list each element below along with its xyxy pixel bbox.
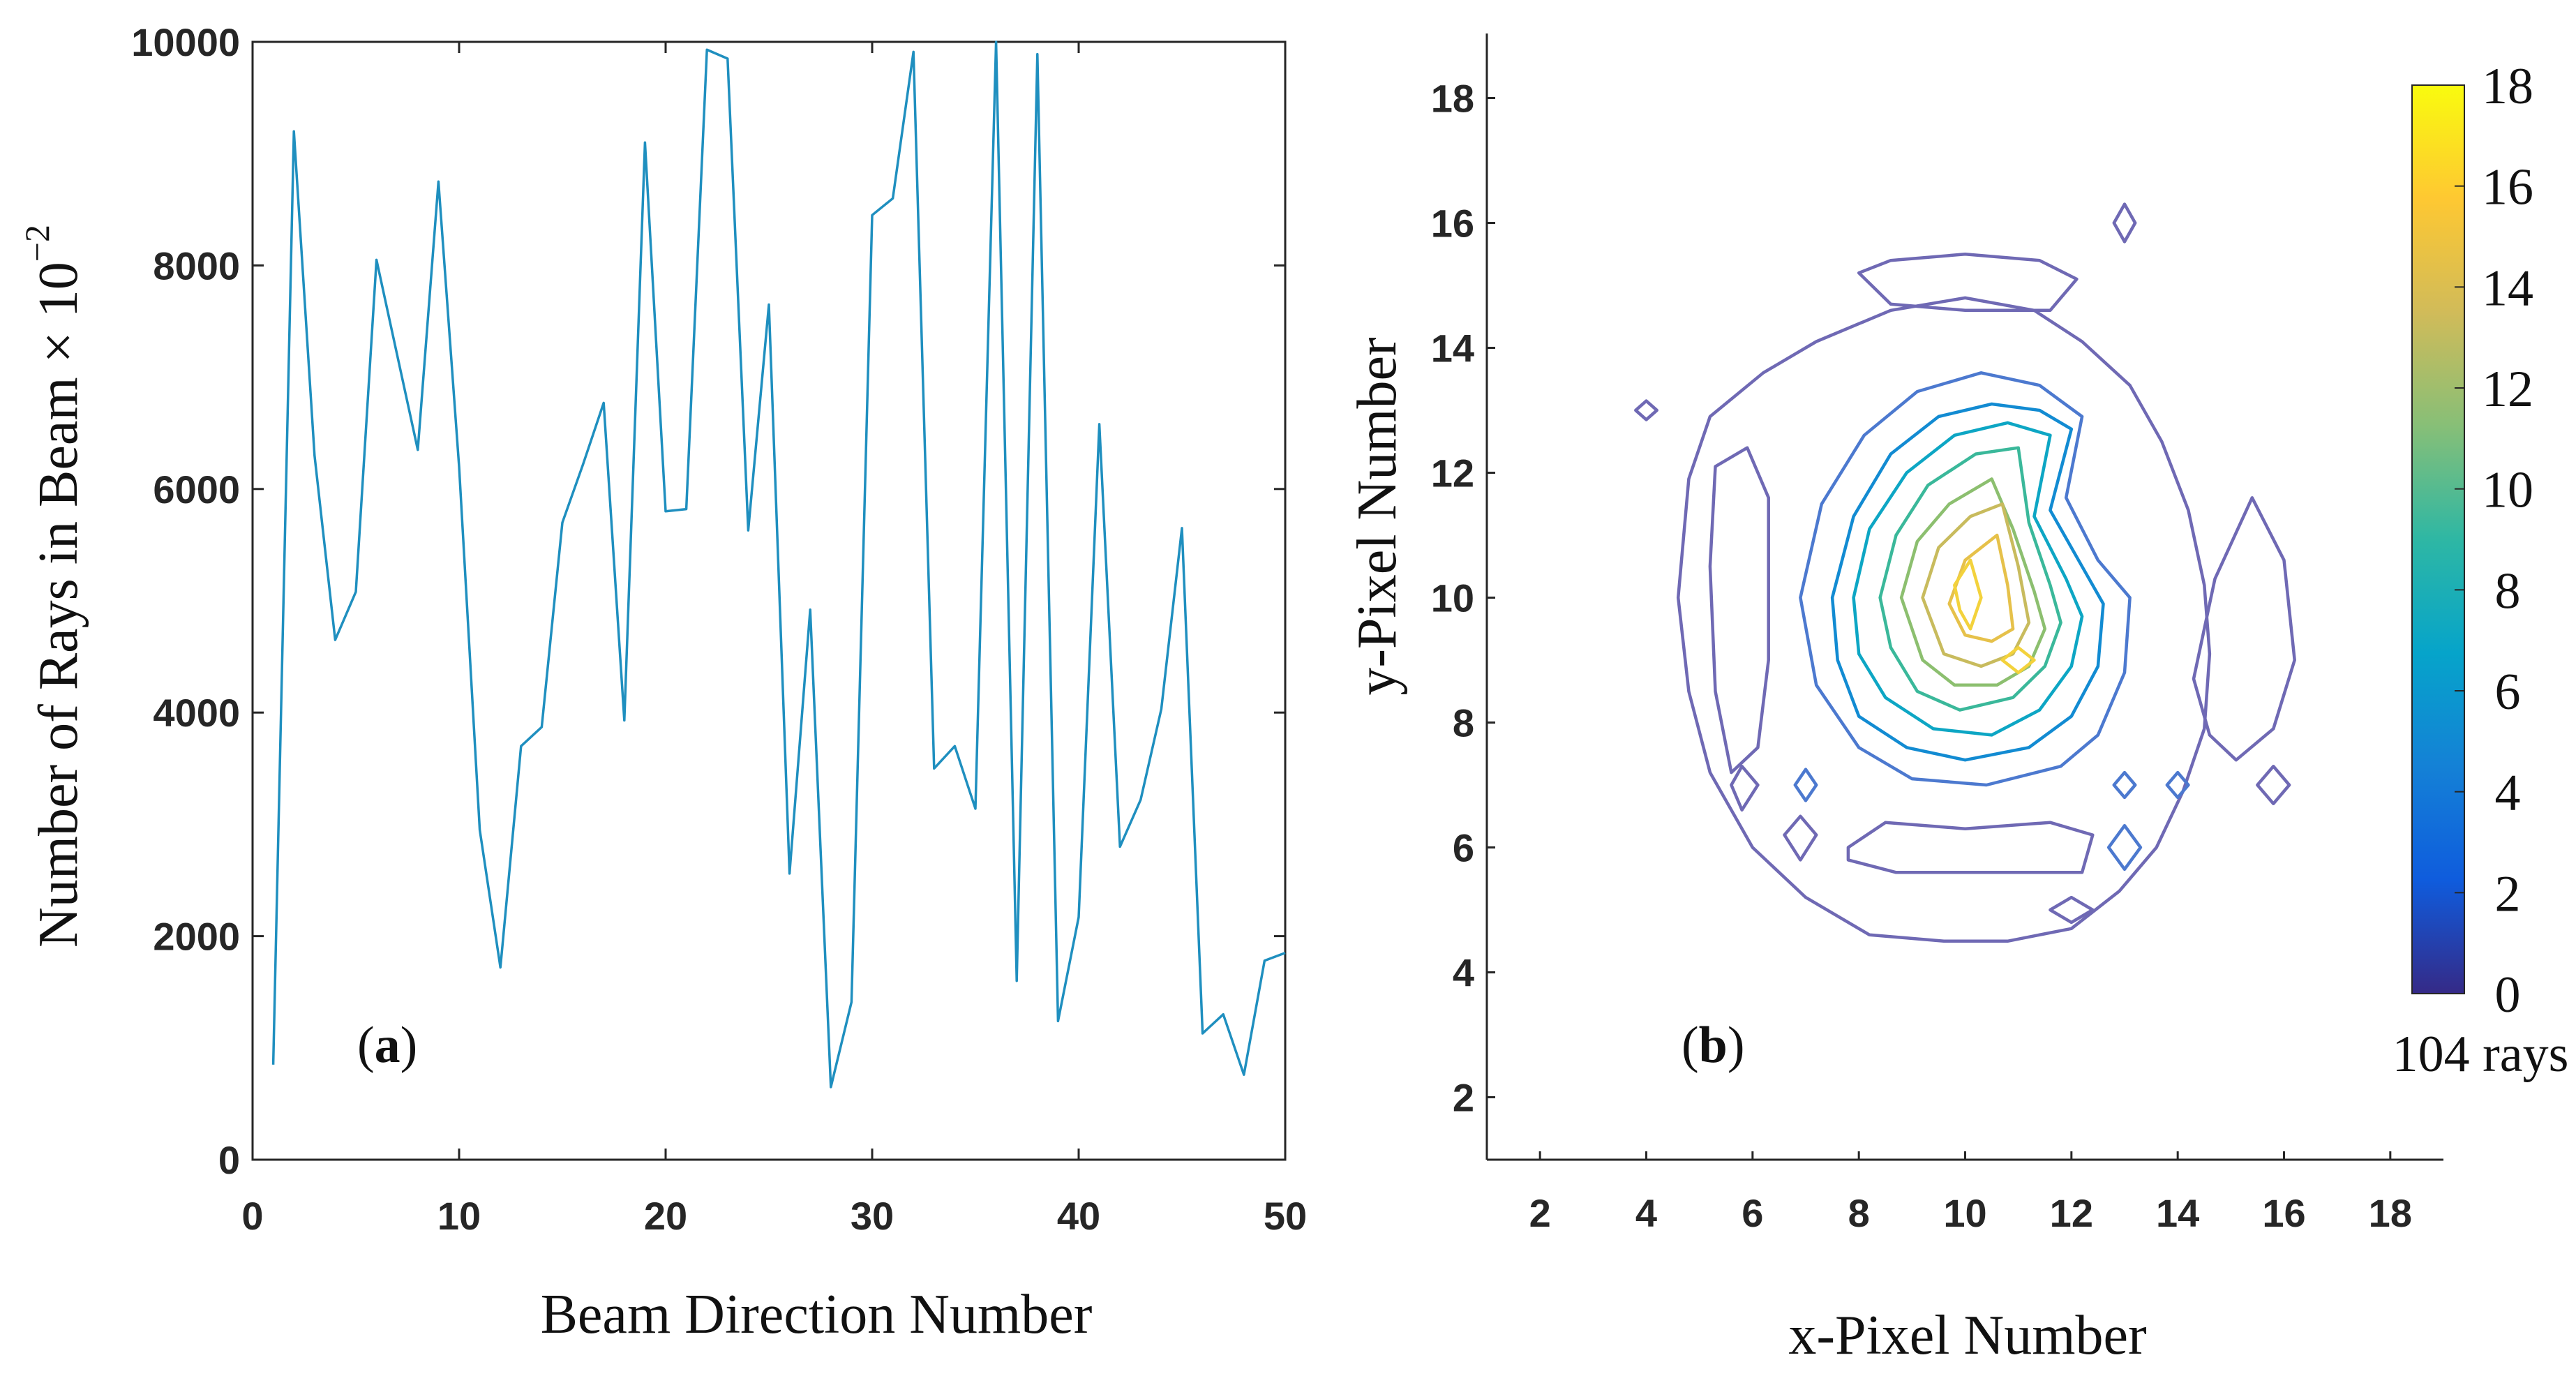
panel-a-y-tick-label: 8000 <box>153 244 240 287</box>
panel-b-x-tick-label: 8 <box>1848 1191 1870 1235</box>
panel-a-y-axis-title-base: Number of Rays in Beam × 10 <box>28 262 89 948</box>
panel-b-contour-lines <box>1635 204 2294 941</box>
panel-a-y-axis-title: Number of Rays in Beam × 10−2 <box>17 225 89 948</box>
panel-a-y-tick-label: 4000 <box>153 691 240 735</box>
panel-a-label-open: ( <box>357 1017 375 1074</box>
panel-b-x-axis-title: x-Pixel Number <box>1788 1305 2146 1366</box>
colorbar-tick-label: 6 <box>2495 664 2521 721</box>
panel-a-x-tick-label: 50 <box>1264 1194 1307 1238</box>
panel-a-line-chart: 0 10 20 30 40 50 0 2000 4000 6000 8000 10000 Beam … <box>17 20 1307 1345</box>
contour-line-level-17 <box>2002 648 2035 673</box>
panel-a-label-letter: a <box>375 1017 400 1074</box>
panel-a-y-axis-title-exponent: −2 <box>17 225 57 262</box>
contour-line-level-1 <box>1785 816 1817 860</box>
colorbar-tick-label: 18 <box>2482 58 2533 115</box>
panel-a-x-tick-label: 0 <box>241 1194 263 1238</box>
panel-b-y-tick-label: 12 <box>1431 451 1474 495</box>
colorbar-tick-label: 14 <box>2482 260 2533 317</box>
colorbar-tick-labels: 0 2 4 6 8 10 12 14 16 18 <box>2482 58 2533 1024</box>
panel-b-x-tick-label: 2 <box>1529 1191 1551 1235</box>
panel-b-x-tick-label: 10 <box>1943 1191 1986 1235</box>
panel-a-plot-area <box>253 42 1285 1160</box>
panel-b-x-tick-label: 12 <box>2050 1191 2093 1235</box>
panel-a-y-tick-label: 2000 <box>153 915 240 959</box>
contour-line-level-3 <box>2114 772 2135 798</box>
contour-line-level-17 <box>1954 560 1981 629</box>
contour-line-level-1 <box>1731 766 1758 810</box>
figure: 0 10 20 30 40 50 0200040006000800010000 Beam … <box>0 0 2576 1376</box>
colorbar-tick-label: 4 <box>2495 765 2521 822</box>
contour-line-level-1 <box>1859 254 2076 311</box>
contour-line-level-1 <box>1710 448 1769 772</box>
panel-b-label-letter: b <box>1699 1017 1728 1074</box>
panel-b-x-tick-label: 14 <box>2156 1191 2199 1235</box>
panel-b-label-close: ) <box>1728 1017 1745 1074</box>
panel-a-y-tick-label: 10000 <box>131 20 240 64</box>
colorbar-unit-label: 104 rays <box>2392 1026 2569 1083</box>
contour-line-level-3 <box>1795 770 1816 801</box>
contour-line-level-1 <box>2114 204 2135 242</box>
panel-b-y-tick-labels: 2 4 6 8 10 12 14 16 18 <box>1431 77 1474 1120</box>
panel-b-y-tick-label: 10 <box>1431 576 1474 620</box>
contour-line-level-1 <box>1678 298 2210 941</box>
panel-b-label: (b) <box>1682 1017 1744 1074</box>
panel-a-x-axis-title: Beam Direction Number <box>541 1284 1093 1345</box>
panel-b-y-tick-label: 8 <box>1453 701 1474 745</box>
contour-line-level-11 <box>1901 479 2045 685</box>
panel-a-x-tick-label: 10 <box>437 1194 481 1238</box>
panel-a-x-tick-labels: 0 10 20 30 40 50 <box>241 1194 1307 1238</box>
contour-line-level-15 <box>1949 535 2013 641</box>
panel-b-y-tick-label: 18 <box>1431 77 1474 121</box>
contour-line-level-3 <box>1800 373 2129 785</box>
contour-line-level-1 <box>1848 823 2092 873</box>
colorbar-tick-label: 16 <box>2482 159 2533 216</box>
panel-b-x-tick-label: 18 <box>2369 1191 2412 1235</box>
colorbar-tick-label: 10 <box>2482 462 2533 519</box>
colorbar-tick-label: 12 <box>2482 361 2533 418</box>
colorbar-tick-label: 2 <box>2495 865 2521 922</box>
panel-b-y-tick-label: 6 <box>1453 826 1474 870</box>
panel-b-y-tick-label: 2 <box>1453 1076 1474 1120</box>
contour-line-level-1 <box>1635 401 1656 420</box>
contour-line-level-3 <box>2109 825 2141 869</box>
colorbar-tick-label: 0 <box>2495 966 2521 1024</box>
panel-a-label: (a) <box>357 1017 417 1074</box>
panel-b-y-tick-label: 4 <box>1453 951 1474 995</box>
panel-b-y-axis-title: y-Pixel Number <box>1347 337 1408 695</box>
panel-a-y-tick-label: 0 <box>218 1138 240 1182</box>
contour-line-level-1 <box>2257 766 2289 804</box>
panel-b-x-tick-label: 4 <box>1635 1191 1657 1235</box>
panel-b-label-open: ( <box>1682 1017 1699 1074</box>
panel-a-y-tick-label: 6000 <box>153 468 240 511</box>
panel-b-contour-chart: 2 4 6 8 10 12 14 16 18 2 4 6 8 10 12 14 16 18 x-Pixel Nu… <box>1347 33 2568 1366</box>
panel-b-y-tick-label: 14 <box>1431 327 1474 371</box>
colorbar-tick-label: 8 <box>2495 562 2521 620</box>
panel-a-x-tick-label: 40 <box>1057 1194 1100 1238</box>
panel-b-x-tick-labels: 2 4 6 8 10 12 14 16 18 <box>1529 1191 2412 1235</box>
panel-b-y-tick-label: 16 <box>1431 202 1474 246</box>
panel-b-x-tick-label: 16 <box>2262 1191 2305 1235</box>
panel-a-y-tick-labels: 0 2000 4000 6000 8000 10000 <box>131 20 240 1182</box>
panel-a-x-tick-label: 30 <box>851 1194 894 1238</box>
panel-a-label-close: ) <box>400 1017 418 1074</box>
panel-b-x-tick-label: 6 <box>1742 1191 1763 1235</box>
panel-a-x-tick-label: 20 <box>644 1194 687 1238</box>
colorbar <box>2412 85 2464 994</box>
